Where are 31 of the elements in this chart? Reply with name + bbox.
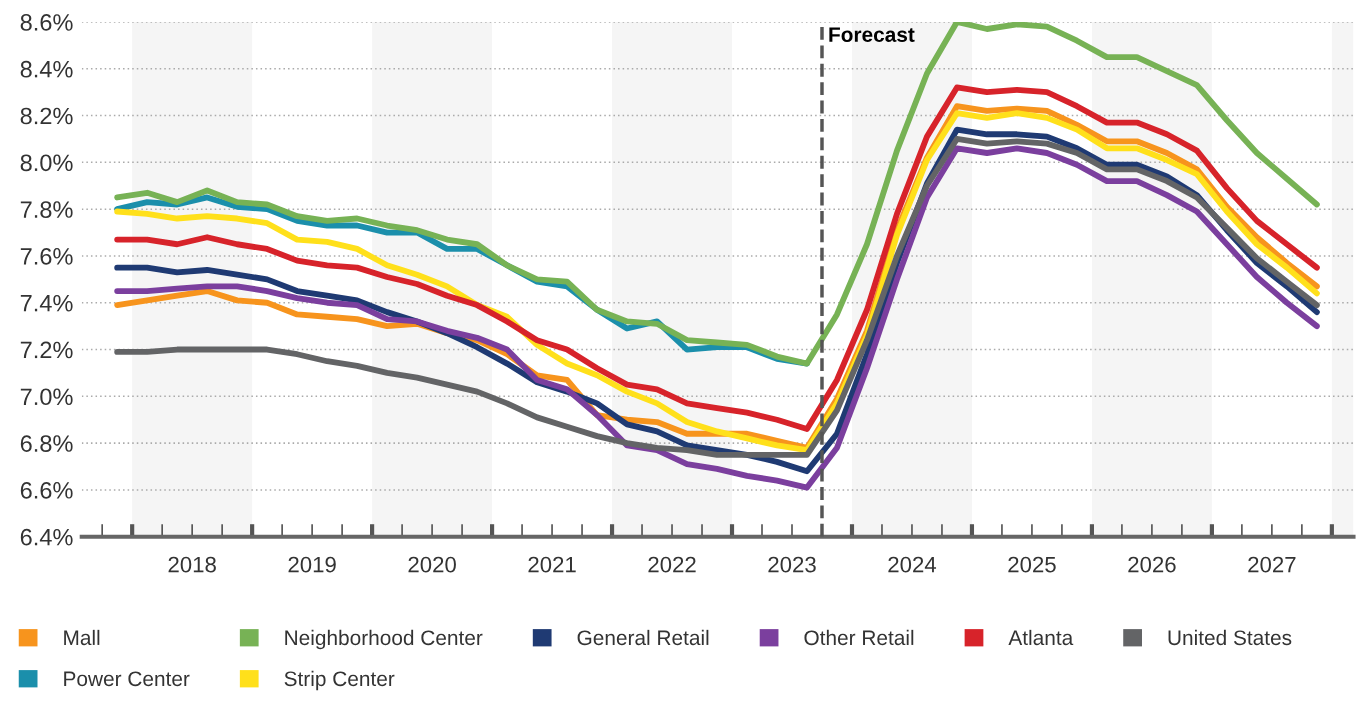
y-tick-label: 6.4%: [20, 528, 73, 546]
ref-line-label: Forecast: [829, 27, 915, 42]
y-tick-label: 7.6%: [20, 248, 73, 265]
y-tick-label: 8.2%: [20, 107, 73, 125]
legend-label: Strip Center: [284, 670, 395, 691]
x-tick-label: 2025: [1008, 556, 1056, 573]
x-tick-label: 2019: [288, 556, 336, 573]
legend-label: United States: [1168, 629, 1292, 646]
x-tick-label: 2023: [768, 556, 816, 573]
y-tick-label: 7.8%: [20, 201, 73, 218]
x-tick-label: 2021: [528, 556, 576, 573]
legend-label: Power Center: [64, 671, 190, 687]
x-tick-label: 2027: [1248, 556, 1296, 573]
y-tick-label: 6.8%: [20, 435, 73, 452]
y-tick-label: 7.4%: [20, 294, 73, 312]
y-tick-label: 7.0%: [20, 388, 73, 406]
y-tick-label: 6.6%: [20, 481, 73, 499]
x-tick-label: 2022: [648, 556, 696, 573]
legend-label: Atlanta: [1008, 629, 1074, 646]
legend-label: Neighborhood Center: [285, 629, 483, 650]
x-tick-label: 2024: [888, 556, 937, 573]
y-tick-label: 7.2%: [20, 341, 73, 359]
legend-label: Mall: [64, 629, 100, 646]
x-tick-label: 2018: [168, 556, 216, 573]
legend-label: General Retail: [577, 629, 709, 646]
x-tick-label: 2026: [1128, 556, 1176, 573]
y-tick-label: 8.4%: [20, 60, 73, 78]
legend-label: Other Retail: [804, 629, 914, 646]
y-tick-label: 8.0%: [20, 154, 73, 172]
y-tick-label: 8.6%: [20, 14, 73, 31]
x-tick-label: 2020: [408, 556, 456, 573]
